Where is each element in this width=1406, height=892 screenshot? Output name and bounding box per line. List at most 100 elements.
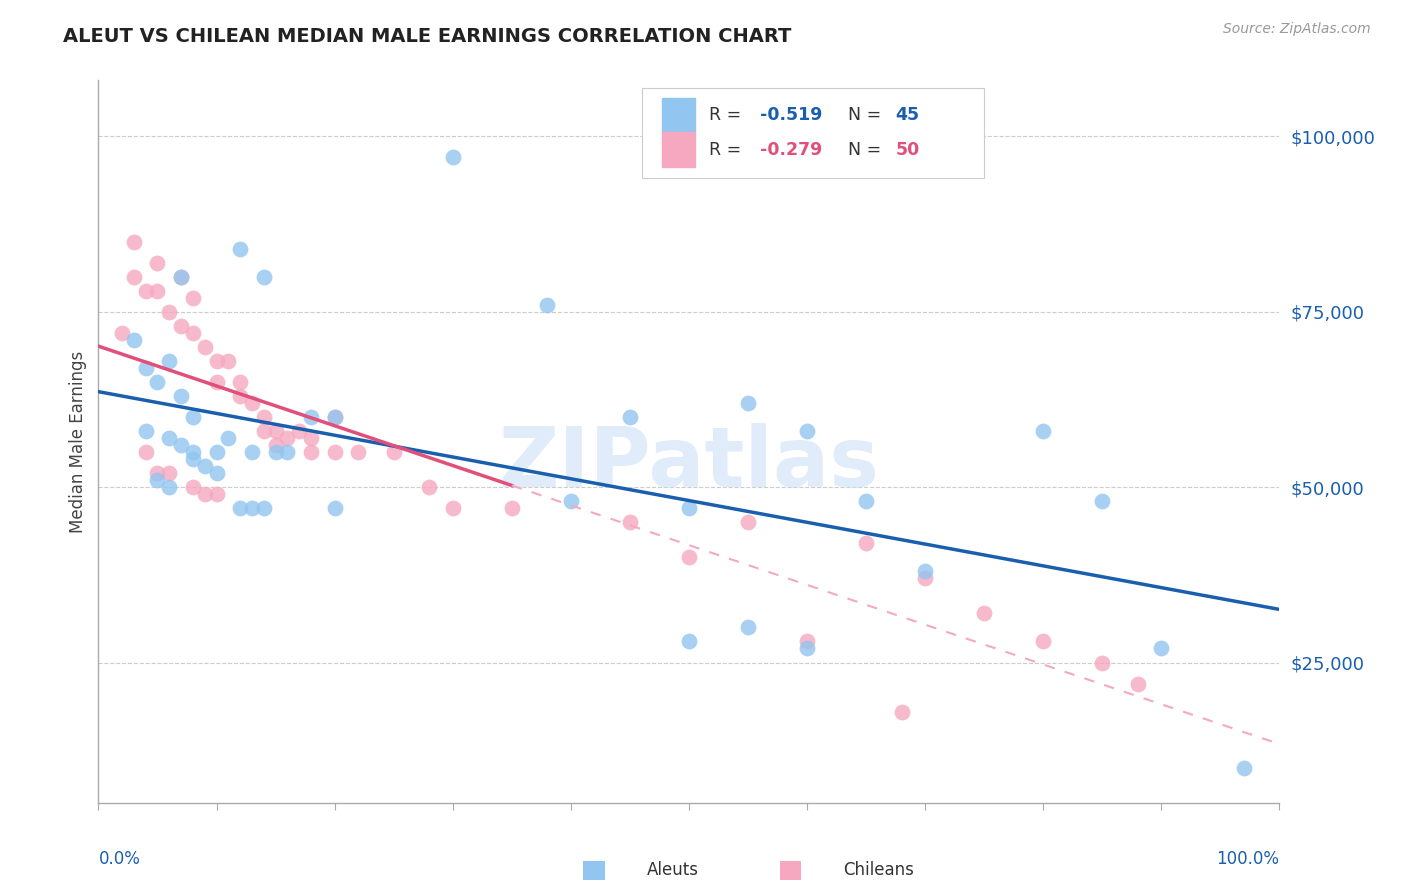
Point (619, 409, 641, 424)
Y-axis label: Median Male Earnings: Median Male Earnings (69, 351, 87, 533)
Point (737, 396, 759, 410)
Text: 0.0%: 0.0% (98, 850, 141, 868)
Point (205, 375, 228, 389)
Point (323, 445, 346, 459)
Point (253, 409, 276, 424)
Point (157, 431, 180, 445)
Bar (662, 97, 695, 132)
Text: R =: R = (709, 106, 747, 124)
Point (973, 607, 995, 621)
Point (194, 340, 217, 354)
Point (299, 409, 322, 424)
Point (855, 536, 877, 550)
Point (205, 487, 228, 501)
Point (181, 409, 204, 424)
Text: ALEUT VS CHILEAN MEDIAN MALE EARNINGS CORRELATION CHART: ALEUT VS CHILEAN MEDIAN MALE EARNINGS CO… (63, 27, 792, 45)
Point (122, 333, 145, 347)
Point (146, 284, 169, 298)
Point (157, 354, 180, 368)
Point (1091, 656, 1114, 670)
Point (1091, 494, 1114, 508)
Point (347, 445, 370, 459)
Point (135, 424, 157, 438)
Point (146, 466, 169, 480)
Point (796, 424, 818, 438)
Point (264, 438, 287, 452)
Point (122, 235, 145, 249)
Point (1233, 761, 1256, 775)
Point (264, 445, 287, 459)
Point (217, 354, 239, 368)
Point (170, 318, 193, 333)
Point (229, 375, 252, 389)
Point (240, 501, 263, 516)
Point (194, 459, 217, 474)
Text: ZIPatlas: ZIPatlas (499, 423, 879, 504)
Text: Aleuts: Aleuts (647, 861, 699, 879)
Point (135, 284, 157, 298)
Point (253, 424, 276, 438)
Point (382, 445, 405, 459)
Point (323, 409, 346, 424)
Text: Chileans: Chileans (844, 861, 914, 879)
Point (796, 634, 818, 648)
Point (264, 424, 287, 438)
Point (122, 269, 145, 284)
Point (441, 151, 464, 165)
Text: -0.279: -0.279 (759, 141, 823, 159)
Point (678, 634, 700, 648)
Point (229, 389, 252, 403)
Point (323, 409, 346, 424)
Point (737, 620, 759, 634)
Text: Source: ZipAtlas.com: Source: ZipAtlas.com (1223, 22, 1371, 37)
Point (205, 466, 228, 480)
Bar (662, 132, 695, 167)
Point (536, 298, 558, 312)
Point (217, 431, 239, 445)
Point (111, 326, 134, 340)
Point (914, 571, 936, 585)
Point (194, 487, 217, 501)
Text: 100.0%: 100.0% (1216, 850, 1279, 868)
Text: -0.519: -0.519 (759, 106, 823, 124)
Point (1126, 676, 1149, 690)
Point (619, 515, 641, 529)
Point (205, 445, 228, 459)
Point (181, 452, 204, 467)
Point (501, 501, 523, 516)
Point (796, 641, 818, 656)
Point (229, 242, 252, 256)
Point (157, 480, 180, 494)
Point (276, 431, 298, 445)
Point (181, 445, 204, 459)
Point (170, 389, 193, 403)
Text: 50: 50 (896, 141, 920, 159)
FancyBboxPatch shape (641, 87, 984, 178)
Text: 45: 45 (896, 106, 920, 124)
Point (1032, 424, 1054, 438)
Point (181, 291, 204, 305)
Point (1150, 641, 1173, 656)
Point (418, 480, 440, 494)
Point (181, 326, 204, 340)
Text: R =: R = (709, 141, 747, 159)
Point (240, 396, 263, 410)
Point (253, 269, 276, 284)
Point (240, 445, 263, 459)
Text: N =: N = (837, 106, 886, 124)
Point (146, 255, 169, 269)
Point (157, 466, 180, 480)
Point (170, 269, 193, 284)
Point (205, 354, 228, 368)
Point (135, 360, 157, 375)
Point (678, 501, 700, 516)
Point (146, 375, 169, 389)
Point (441, 501, 464, 516)
Text: N =: N = (837, 141, 886, 159)
Point (135, 445, 157, 459)
Point (157, 305, 180, 319)
Point (1032, 634, 1054, 648)
Point (890, 705, 912, 719)
Point (855, 494, 877, 508)
Point (146, 473, 169, 487)
